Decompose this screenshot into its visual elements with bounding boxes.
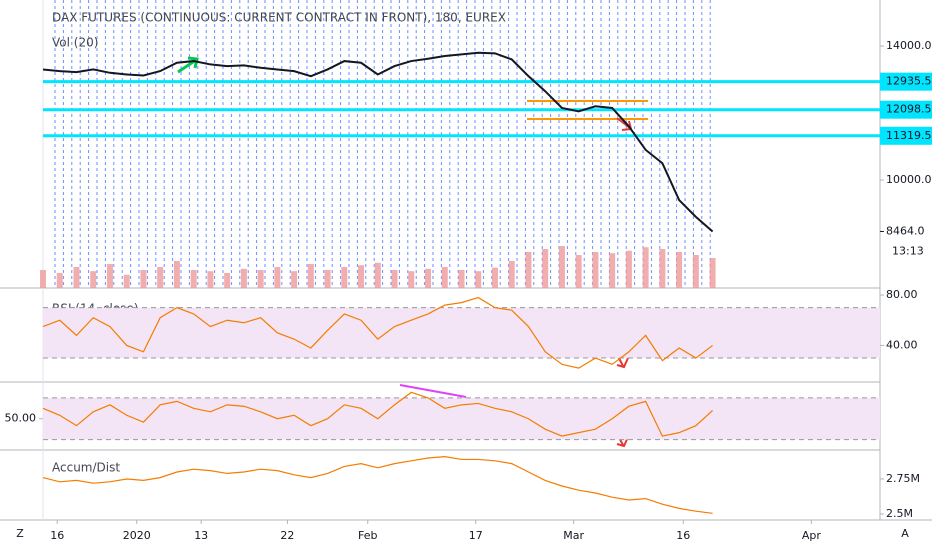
y-tick-label: 10000.0: [886, 173, 932, 186]
band: [43, 397, 880, 440]
level-label: 11319.5: [886, 129, 932, 142]
volume-bar: [692, 255, 699, 288]
volume-bar: [458, 270, 465, 288]
volume-bar: [709, 258, 716, 288]
volume-bar: [157, 267, 164, 288]
volume-bar: [542, 249, 549, 288]
volume-bar: [274, 267, 281, 288]
series-line: [42, 456, 713, 514]
volume-bar: [558, 246, 565, 288]
button[interactable]: A: [901, 527, 909, 540]
x-tick-label: 13: [194, 529, 208, 542]
volume-bar: [425, 268, 432, 288]
last-price-label: 8464.0: [886, 224, 925, 237]
volume-bar: [324, 270, 331, 288]
volume-bar: [676, 252, 683, 288]
level-label-box: [880, 100, 932, 119]
volume-bar: [106, 264, 113, 288]
volume-bar: [307, 264, 314, 288]
x-tick-label: 16: [676, 529, 690, 542]
y-tick-label: 50.00: [5, 412, 37, 425]
panel-title: Accum/Dist: [52, 461, 120, 475]
volume-bar: [475, 271, 482, 288]
button[interactable]: Z: [16, 527, 24, 540]
volume-bar: [609, 253, 616, 288]
y-tick-label: 80.00: [886, 288, 918, 301]
panel-title: DAX FUTURES (CONTINUOUS: CURRENT CONTRAC…: [52, 11, 506, 25]
volume-bar: [123, 274, 130, 288]
y-tick-label: 14000.0: [886, 39, 932, 52]
countdown: 13:13: [892, 244, 924, 257]
volume-bar: [391, 270, 398, 288]
panel-title: Vol (20): [52, 36, 98, 50]
series-line: [42, 51, 714, 233]
level-label-box: [880, 126, 932, 145]
volume-bar: [140, 270, 147, 288]
volume-bar: [73, 267, 80, 288]
volume-bar: [525, 252, 532, 288]
series-line: [42, 296, 713, 369]
y-tick-label: 2.75M: [886, 472, 920, 485]
volume-bar: [173, 261, 180, 288]
volume-bar: [207, 271, 214, 288]
x-tick-label: 2020: [123, 529, 151, 542]
volume-bar: [642, 247, 649, 288]
level-label: 12935.5: [886, 75, 932, 88]
x-tick-label: Feb: [358, 529, 377, 542]
series-line: [42, 391, 714, 437]
level-label: 12098.5: [886, 103, 932, 116]
x-tick-label: Mar: [563, 529, 584, 542]
volume-bar: [240, 268, 247, 288]
volume-bar: [190, 270, 197, 288]
volume-bar: [491, 267, 498, 288]
volume-bar: [592, 252, 599, 288]
trend-line: [399, 384, 467, 398]
session-lines: [54, 0, 711, 288]
volume-bar: [291, 271, 298, 288]
band: [43, 307, 880, 359]
volume-bar: [408, 271, 415, 288]
volume-bar: [257, 270, 264, 288]
x-tick-label: 22: [280, 529, 294, 542]
y-tick-label: 2.5M: [886, 507, 913, 520]
x-tick-label: Apr: [802, 529, 822, 542]
volume-bar: [508, 261, 515, 288]
volume-bar: [374, 262, 381, 288]
volume-bar: [224, 273, 231, 288]
volume-bar: [341, 267, 348, 288]
volume-bar: [358, 265, 365, 288]
level-label-box: [880, 72, 932, 91]
volume-bar: [659, 249, 666, 288]
volume-bar: [90, 271, 97, 288]
volume-bar: [441, 267, 448, 288]
volume-bar: [40, 270, 46, 288]
plot: 16 2020 13 22 Feb 17 Mar 16 Apr Z A DAX FUTURES (CO…: [5, 11, 932, 542]
volume-bar: [56, 273, 63, 288]
y-tick-label: 40.00: [886, 338, 918, 351]
x-tick-label: 17: [469, 529, 483, 542]
volume-bar: [575, 255, 582, 288]
x-tick-label: 16: [50, 529, 64, 542]
volume-bar: [625, 250, 632, 288]
